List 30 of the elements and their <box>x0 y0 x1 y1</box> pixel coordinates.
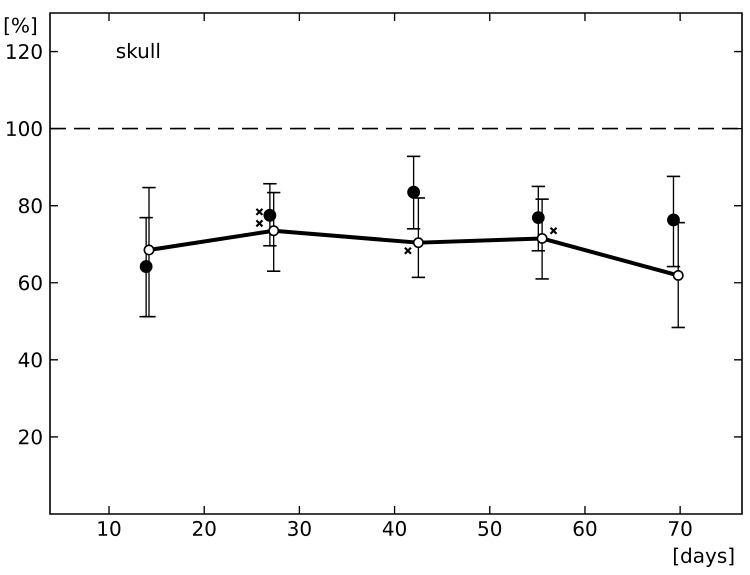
point <box>255 208 264 216</box>
y-tick-label: 20 <box>19 429 42 444</box>
point <box>532 211 545 224</box>
x-tick-label: 70 <box>669 520 692 536</box>
point <box>263 208 276 222</box>
x-tick-label: 10 <box>98 520 120 536</box>
point <box>549 226 558 235</box>
point <box>412 237 424 248</box>
point <box>144 244 154 256</box>
y-tick-label: 100 <box>7 121 42 136</box>
x-axis-title: [days] <box>674 548 734 567</box>
x-tick-label: 30 <box>288 520 311 536</box>
x-tick-label: 40 <box>382 520 406 536</box>
point <box>536 232 548 244</box>
x-tick-label: 50 <box>478 520 502 536</box>
y-tick-label: 120 <box>7 44 42 60</box>
point <box>140 260 153 273</box>
y-axis-title: [%] <box>4 17 36 36</box>
y-tick-label: 40 <box>18 352 42 368</box>
x-tick-label: 20 <box>192 520 216 536</box>
y-tick-label: 60 <box>19 275 42 290</box>
annotation: skull <box>116 42 160 58</box>
y-tick-label: 80 <box>18 198 42 214</box>
point <box>404 246 412 255</box>
point <box>255 219 264 228</box>
point <box>672 270 684 281</box>
point <box>667 214 680 226</box>
point <box>407 186 420 199</box>
point <box>268 225 280 236</box>
x-tick-label: 60 <box>574 520 596 536</box>
